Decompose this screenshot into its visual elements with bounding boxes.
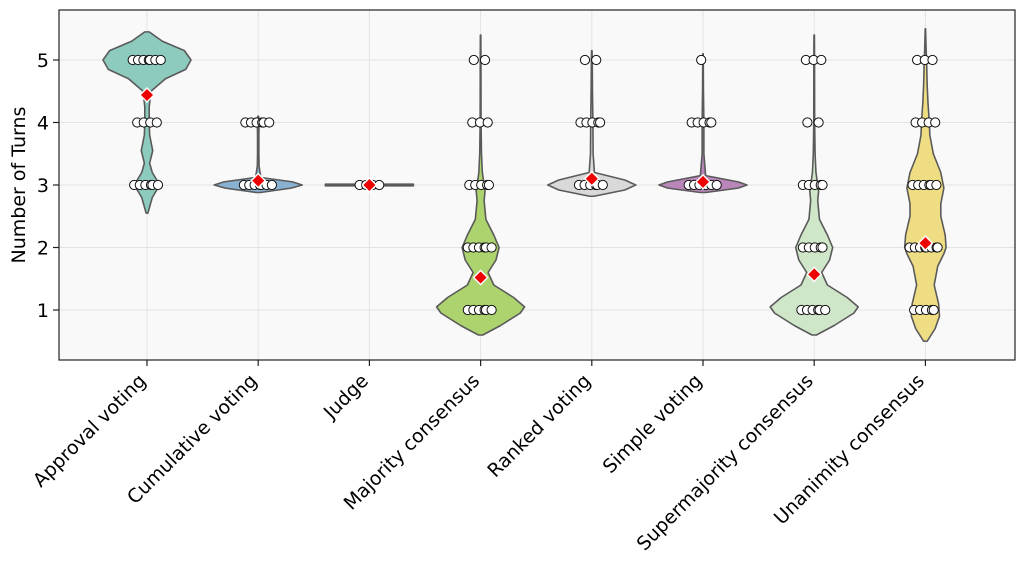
x-tick-label: Simple voting xyxy=(599,370,707,478)
mean-marker xyxy=(361,177,378,193)
data-point xyxy=(931,179,942,191)
mean-markers xyxy=(139,87,934,286)
y-tick-label: 2 xyxy=(37,238,49,260)
violin-cumulative-voting xyxy=(213,115,303,194)
data-point xyxy=(479,54,491,66)
mean-marker xyxy=(806,266,823,283)
data-point xyxy=(930,117,941,128)
x-tick-label: Ranked voting xyxy=(483,370,595,482)
mean-marker xyxy=(139,87,155,103)
data-point xyxy=(706,117,717,128)
data-point xyxy=(486,242,497,253)
y-tick-label: 4 xyxy=(37,113,49,135)
data-point xyxy=(151,117,162,128)
y-tick-label: 3 xyxy=(37,175,49,197)
mean-marker xyxy=(695,173,711,190)
data-point xyxy=(927,54,938,66)
x-tick-label: Judge xyxy=(319,370,373,424)
data-point xyxy=(264,117,275,128)
data-point xyxy=(817,242,828,253)
y-tick-label: 5 xyxy=(37,50,49,72)
data-point xyxy=(711,179,722,191)
data-point xyxy=(816,54,827,66)
data-point xyxy=(591,54,602,66)
data-point xyxy=(468,54,479,66)
data-point xyxy=(266,179,277,191)
data-point xyxy=(820,304,831,316)
data-point xyxy=(483,179,494,191)
data-point xyxy=(152,179,164,191)
mean-marker xyxy=(917,235,934,252)
data-point xyxy=(597,179,608,191)
data-point xyxy=(595,117,606,128)
y-tick-label: 1 xyxy=(37,300,49,322)
data-point xyxy=(928,304,939,316)
mean-marker xyxy=(250,172,267,189)
data-point xyxy=(813,117,824,128)
y-axis: 1 2 3 4 5 xyxy=(37,50,59,322)
data-point xyxy=(696,54,707,66)
data-point xyxy=(932,242,943,253)
y-axis-label: Number of Turns xyxy=(8,107,30,264)
data-point xyxy=(486,304,497,316)
x-tick-label: Supermajority consensus xyxy=(633,370,818,555)
x-tick-label: Approval voting xyxy=(29,370,151,492)
data-point xyxy=(802,117,813,128)
data-point xyxy=(482,117,493,128)
data-point xyxy=(817,179,828,191)
mean-marker xyxy=(472,269,489,286)
data-point xyxy=(579,54,591,66)
mean-marker xyxy=(583,170,600,187)
data-point xyxy=(155,54,166,66)
